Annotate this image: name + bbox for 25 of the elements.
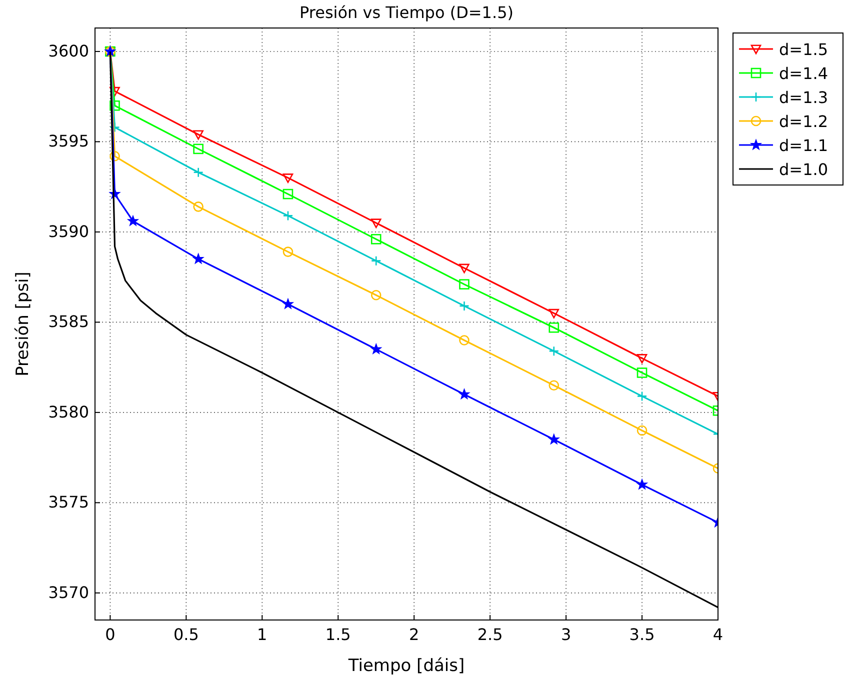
- legend-label: d=1.3: [779, 88, 828, 107]
- x-tick-label: 3: [560, 625, 572, 644]
- legend-label: d=1.0: [779, 160, 828, 179]
- legend-label: d=1.4: [779, 64, 828, 83]
- x-tick-label: 1.5: [325, 625, 351, 644]
- y-tick-label: 3585: [48, 312, 89, 332]
- y-tick-label: 3580: [48, 402, 89, 422]
- y-tick-label: 3590: [48, 222, 89, 241]
- x-tick-label: 1: [257, 625, 268, 644]
- x-axis-title: Tiempo [dáis]: [347, 656, 465, 676]
- y-axis-title: Presión [psi]: [13, 272, 33, 376]
- y-tick-label: 3595: [48, 132, 89, 151]
- y-tick-label: 3575: [48, 492, 89, 512]
- x-tick-label: 2: [409, 625, 420, 644]
- y-tick-label: 3600: [48, 41, 89, 60]
- x-tick-label: 0.5: [173, 625, 199, 644]
- x-tick-label: 4: [712, 625, 724, 644]
- y-tick-label: 3570: [48, 582, 89, 602]
- legend-label: d=1.1: [779, 136, 828, 155]
- chart-title: Presión vs Tiempo (D=1.5): [300, 3, 514, 22]
- legend-label: d=1.5: [779, 40, 828, 59]
- x-tick-label: 3.5: [629, 625, 655, 644]
- legend-label: d=1.2: [779, 112, 828, 131]
- x-tick-label: 2.5: [477, 625, 503, 644]
- x-tick-label: 0: [105, 625, 116, 644]
